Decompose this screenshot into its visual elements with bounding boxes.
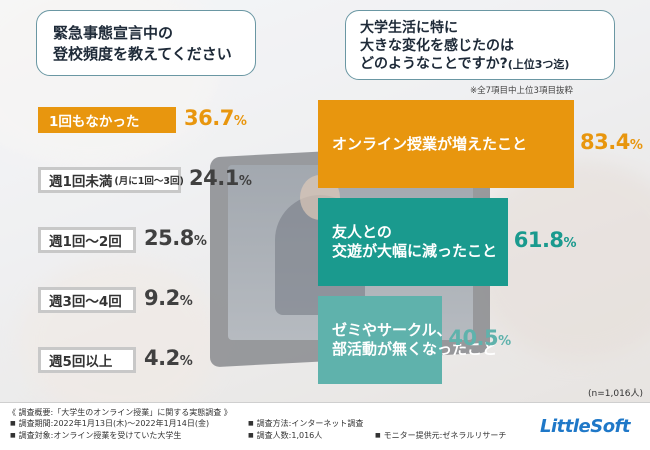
change-bar-1: オンライン授業が増えたこと: [318, 100, 575, 188]
frequency-bar-5: 週5回以上: [38, 347, 136, 373]
frequency-pct-4-value: 9.2: [144, 286, 180, 310]
survey-footer: 《 調査概要:「大学生のオンライン授業」に関する実態調査 》 調査期間:2022…: [0, 402, 650, 450]
frequency-sublabel-2: (月に1回〜3回): [114, 176, 184, 187]
right-header-line3-note: (上位3つ迄): [507, 58, 570, 71]
survey-title: 《 調査概要:「大学生のオンライン授業」に関する実態調査 》: [8, 408, 232, 417]
frequency-pct-5: 4.2%: [144, 346, 193, 370]
frequency-label-2: 週1回未満: [49, 174, 113, 190]
frequency-label-5: 週5回以上: [49, 354, 113, 370]
survey-target: 調査対象:オンライン授業を受けていた大学生: [10, 430, 182, 441]
frequency-label-1: 1回もなかった: [49, 114, 140, 130]
change-label-3: ゼミやサークル、 部活動が無くなったこと: [332, 321, 497, 359]
change-pct-2: 61.8%: [513, 228, 577, 252]
change-label-1: オンライン授業が増えたこと: [332, 135, 527, 154]
change-label-3-line1: ゼミやサークル、: [332, 321, 452, 339]
frequency-label-3: 週1回〜2回: [49, 234, 122, 250]
change-bar-2: 友人との 交遊が大幅に減ったこと: [318, 198, 508, 286]
monitor-provider: モニター提供元:ゼネラルリサーチ: [375, 430, 507, 441]
frequency-pct-5-value: 4.2: [144, 346, 180, 370]
frequency-pct-2-unit: %: [238, 174, 252, 189]
change-pct-1-value: 83.4: [580, 130, 630, 154]
right-header-line2: 大きな変化を感じたのは: [360, 38, 514, 54]
frequency-bar-4: 週3回〜4回: [38, 287, 136, 313]
change-pct-2-unit: %: [563, 236, 577, 251]
change-bar-3: ゼミやサークル、 部活動が無くなったこと: [318, 296, 497, 384]
frequency-pct-1-unit: %: [233, 114, 247, 129]
right-question-header: 大学生活に特に 大きな変化を感じたのは どのようなことですか?(上位3つ迄): [345, 10, 615, 80]
survey-count: 調査人数:1,016人: [248, 430, 323, 441]
change-label-1-line1: オンライン授業が増えたこと: [332, 134, 528, 153]
frequency-pct-1-value: 36.7: [184, 106, 234, 130]
frequency-pct-4-unit: %: [179, 294, 193, 309]
frequency-pct-3-value: 25.8: [144, 226, 194, 250]
frequency-bar-1: 1回もなかった: [38, 107, 176, 133]
frequency-bar-2: 週1回未満 (月に1回〜3回): [38, 167, 184, 193]
change-pct-3: 40.5%: [448, 326, 511, 350]
sample-size-note: (n=1,016人): [588, 389, 644, 399]
change-label-2-line1: 友人との: [332, 223, 392, 241]
left-header-line1: 緊急事態宣言中の: [53, 24, 174, 42]
change-pct-1-unit: %: [629, 138, 643, 153]
right-header-line1: 大学生活に特に: [360, 20, 458, 36]
frequency-pct-2-value: 24.1: [189, 166, 239, 190]
frequency-pct-5-unit: %: [179, 354, 193, 369]
frequency-label-4: 週3回〜4回: [49, 294, 122, 310]
right-header-line3: どのようなことですか?: [360, 56, 508, 72]
change-label-2: 友人との 交遊が大幅に減ったこと: [332, 223, 497, 261]
littlesoft-logo: LittleSoft: [540, 416, 631, 437]
change-label-2-line2: 交遊が大幅に減ったこと: [332, 242, 498, 260]
change-label-3-line2: 部活動が無くなったこと: [332, 340, 498, 358]
change-pct-3-value: 40.5: [448, 326, 499, 350]
items-note: ※全7項目中上位3項目抜粋: [470, 86, 573, 96]
frequency-pct-2: 24.1%: [189, 166, 252, 190]
change-pct-3-unit: %: [498, 334, 511, 349]
frequency-bar-3: 週1回〜2回: [38, 227, 136, 253]
frequency-pct-3: 25.8%: [144, 226, 207, 250]
change-pct-2-value: 61.8: [513, 228, 564, 252]
frequency-pct-1: 36.7%: [184, 106, 247, 130]
left-header-line2: 登校頻度を教えてください: [53, 45, 232, 63]
left-question-header: 緊急事態宣言中の 登校頻度を教えてください: [36, 10, 256, 76]
survey-period: 調査期間:2022年1月13日(木)〜2022年1月14日(金): [10, 418, 209, 429]
change-pct-1: 83.4%: [580, 130, 643, 154]
frequency-pct-4: 9.2%: [144, 286, 193, 310]
frequency-pct-3-unit: %: [193, 234, 207, 249]
survey-method: 調査方法:インターネット調査: [248, 418, 364, 429]
